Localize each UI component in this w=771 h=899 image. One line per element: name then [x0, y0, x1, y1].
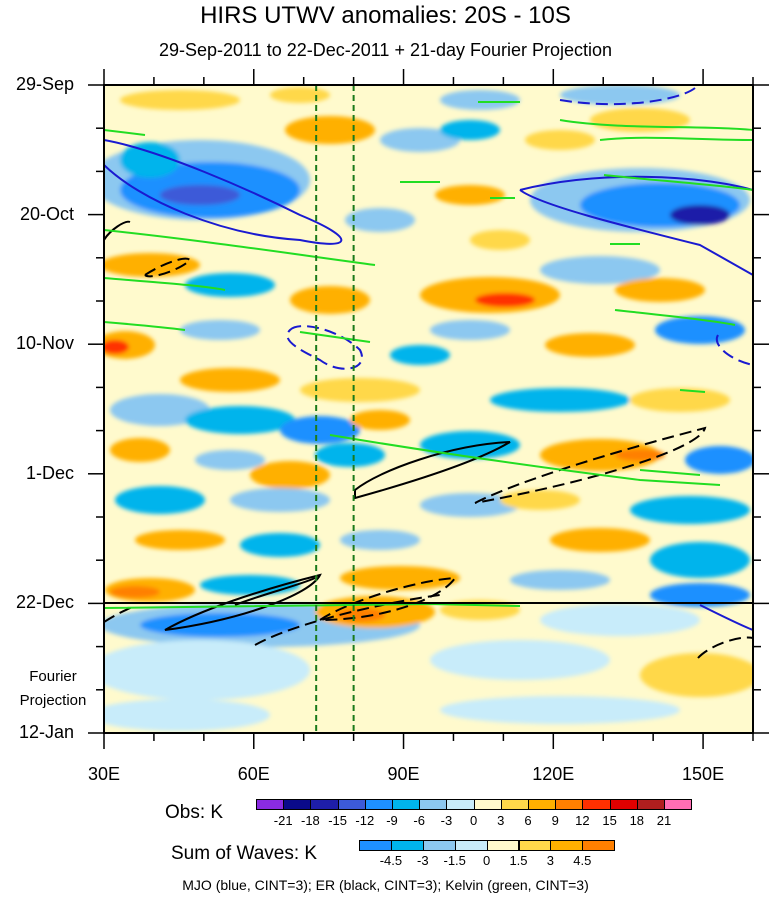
colorbar-swatch [337, 799, 366, 810]
colorbar-swatch [364, 799, 393, 810]
chart-subtitle: 29-Sep-2011 to 22-Dec-2011 + 21-day Four… [158, 40, 613, 60]
mjo-contours [104, 87, 753, 631]
colorbar-label: -21 [273, 813, 293, 828]
colorbar-label: 0 [469, 813, 478, 828]
colorbar-label: -12 [355, 813, 375, 828]
kelvin-contours [104, 101, 753, 609]
colorbar-label: 0 [482, 853, 491, 868]
y-tick-label: 20-Oct [19, 203, 74, 224]
x-tick-label: 120E [532, 764, 575, 784]
colorbar-label: 9 [551, 813, 559, 828]
x-tick-label: 30E [87, 764, 121, 784]
colorbar-label: 21 [656, 813, 672, 828]
er-contours [104, 220, 753, 659]
colorbar-swatch [664, 799, 693, 810]
colorbar-swatch [446, 799, 475, 810]
obs-legend-title: Obs: K [165, 802, 224, 823]
colorbar-swatch [518, 840, 552, 851]
colorbar-swatch [283, 799, 312, 810]
x-tick-label: 150E [682, 764, 725, 784]
fourier-label: Fourier [29, 668, 77, 685]
colorbar-label: -3 [417, 853, 429, 868]
colorbar-label: -9 [386, 813, 398, 828]
colorbar-swatch [550, 840, 584, 851]
colorbar-label: 4.5 [573, 853, 592, 868]
colorbar-label: 12 [575, 813, 590, 828]
colorbar-swatch [528, 799, 557, 810]
colorbar-swatch [500, 799, 529, 810]
colorbar-swatch [392, 799, 421, 810]
colorbar-label: 15 [602, 813, 617, 828]
chart-title: HIRS UTWV anomalies: 20S - 10S [200, 2, 571, 29]
y-tick-label: 10-Nov [15, 333, 74, 354]
anomaly-field [104, 85, 753, 733]
colorbar-label: 3 [497, 813, 505, 828]
colorbar-swatch [359, 840, 392, 851]
axis-ticks [88, 69, 769, 749]
colorbar-swatch [310, 799, 339, 810]
colorbar-swatch [582, 799, 611, 810]
projection-label: Projection [19, 692, 87, 709]
y-tick-label: 1-Dec [25, 462, 74, 483]
colorbar-label: 1.5 [509, 853, 528, 868]
colorbar-label: 18 [629, 813, 645, 828]
colorbar-swatch [419, 799, 448, 810]
colorbar-swatch [636, 799, 665, 810]
y-tick-label: 29-Sep [15, 74, 74, 94]
waves-legend-title: Sum of Waves: K [171, 843, 318, 864]
colorbar-swatch [422, 840, 456, 851]
colorbar-swatch [609, 799, 638, 810]
colorbar-swatch [473, 799, 502, 810]
colorbar-label: -6 [413, 813, 425, 828]
colorbar-label: -15 [328, 813, 347, 828]
colorbar-label: 6 [524, 813, 532, 828]
y-tick-label: 12-Jan [18, 722, 74, 742]
overlay-caption: MJO (blue, CINT=3); ER (black, CINT=3); … [182, 877, 589, 893]
colorbar-label: 3 [546, 853, 554, 868]
y-tick-label: 22-Dec [15, 592, 74, 613]
colorbar-swatch [256, 799, 285, 810]
colorbar-label: -4.5 [379, 853, 403, 868]
colorbar-label: -18 [300, 813, 320, 828]
x-tick-label: 60E [237, 764, 270, 784]
colorbar-swatch [582, 840, 616, 851]
colorbar-swatch [555, 799, 584, 810]
plot-frame [103, 84, 754, 734]
x-tick-label: 90E [387, 764, 420, 784]
colorbar-swatch [390, 840, 424, 851]
colorbar-label: -1.5 [443, 853, 466, 868]
colorbar-swatch [454, 840, 488, 851]
colorbar-label: -3 [440, 813, 453, 828]
colorbar-swatch [486, 840, 520, 851]
